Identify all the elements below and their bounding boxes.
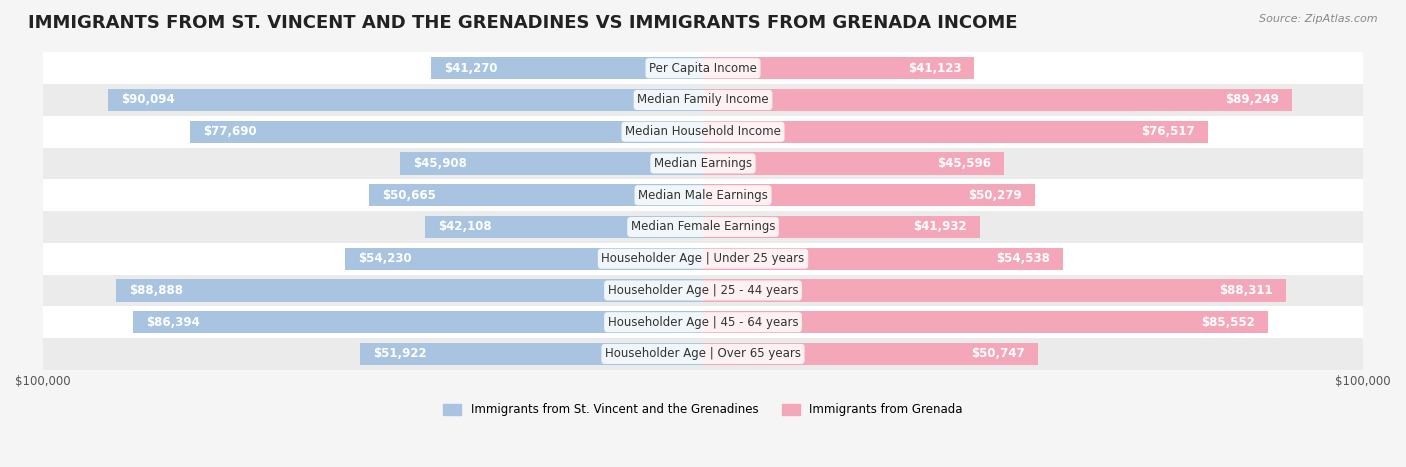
Legend: Immigrants from St. Vincent and the Grenadines, Immigrants from Grenada: Immigrants from St. Vincent and the Gren… — [439, 399, 967, 421]
Text: $86,394: $86,394 — [146, 316, 200, 329]
Bar — [42, 306, 1364, 338]
Text: $88,888: $88,888 — [129, 284, 183, 297]
Text: $41,932: $41,932 — [912, 220, 967, 234]
Bar — [42, 84, 1364, 116]
Text: Median Earnings: Median Earnings — [654, 157, 752, 170]
Text: $50,747: $50,747 — [972, 347, 1025, 361]
Text: $88,311: $88,311 — [1219, 284, 1272, 297]
Bar — [42, 148, 1364, 179]
Text: Median Household Income: Median Household Income — [626, 125, 780, 138]
Text: Median Family Income: Median Family Income — [637, 93, 769, 106]
Text: Per Capita Income: Per Capita Income — [650, 62, 756, 75]
Bar — [399, 152, 703, 175]
Bar — [430, 57, 703, 79]
Bar — [42, 52, 1364, 84]
Text: $89,249: $89,249 — [1225, 93, 1279, 106]
Text: Householder Age | 45 - 64 years: Householder Age | 45 - 64 years — [607, 316, 799, 329]
Text: $85,552: $85,552 — [1201, 316, 1254, 329]
Text: IMMIGRANTS FROM ST. VINCENT AND THE GRENADINES VS IMMIGRANTS FROM GRENADA INCOME: IMMIGRANTS FROM ST. VINCENT AND THE GREN… — [28, 14, 1018, 32]
Text: $41,270: $41,270 — [444, 62, 498, 75]
Bar — [703, 152, 1004, 175]
Text: Householder Age | 25 - 44 years: Householder Age | 25 - 44 years — [607, 284, 799, 297]
Text: $54,230: $54,230 — [359, 252, 412, 265]
Bar — [42, 116, 1364, 148]
Text: $54,538: $54,538 — [995, 252, 1050, 265]
Bar — [703, 120, 1208, 143]
Bar — [703, 89, 1292, 111]
Bar — [368, 184, 703, 206]
Bar — [703, 343, 1038, 365]
Bar — [108, 89, 703, 111]
Bar — [132, 311, 703, 333]
Bar — [117, 279, 703, 302]
Bar — [42, 211, 1364, 243]
Bar — [42, 338, 1364, 370]
Text: Householder Age | Over 65 years: Householder Age | Over 65 years — [605, 347, 801, 361]
Bar — [703, 216, 980, 238]
Text: $50,279: $50,279 — [969, 189, 1022, 202]
Bar — [703, 311, 1268, 333]
Text: $45,908: $45,908 — [413, 157, 467, 170]
Text: $41,123: $41,123 — [908, 62, 962, 75]
Text: Median Female Earnings: Median Female Earnings — [631, 220, 775, 234]
Text: $90,094: $90,094 — [121, 93, 176, 106]
Text: Source: ZipAtlas.com: Source: ZipAtlas.com — [1260, 14, 1378, 24]
Bar — [703, 279, 1286, 302]
Text: $51,922: $51,922 — [374, 347, 427, 361]
Bar — [703, 57, 974, 79]
Bar — [42, 179, 1364, 211]
Bar — [190, 120, 703, 143]
Text: $42,108: $42,108 — [439, 220, 492, 234]
Bar — [703, 248, 1063, 270]
Text: $76,517: $76,517 — [1142, 125, 1195, 138]
Bar — [344, 248, 703, 270]
Text: $50,665: $50,665 — [381, 189, 436, 202]
Bar — [360, 343, 703, 365]
Bar — [42, 275, 1364, 306]
Text: Householder Age | Under 25 years: Householder Age | Under 25 years — [602, 252, 804, 265]
Bar — [703, 184, 1035, 206]
Text: $77,690: $77,690 — [204, 125, 257, 138]
Bar — [42, 243, 1364, 275]
Text: $45,596: $45,596 — [936, 157, 991, 170]
Text: Median Male Earnings: Median Male Earnings — [638, 189, 768, 202]
Bar — [425, 216, 703, 238]
